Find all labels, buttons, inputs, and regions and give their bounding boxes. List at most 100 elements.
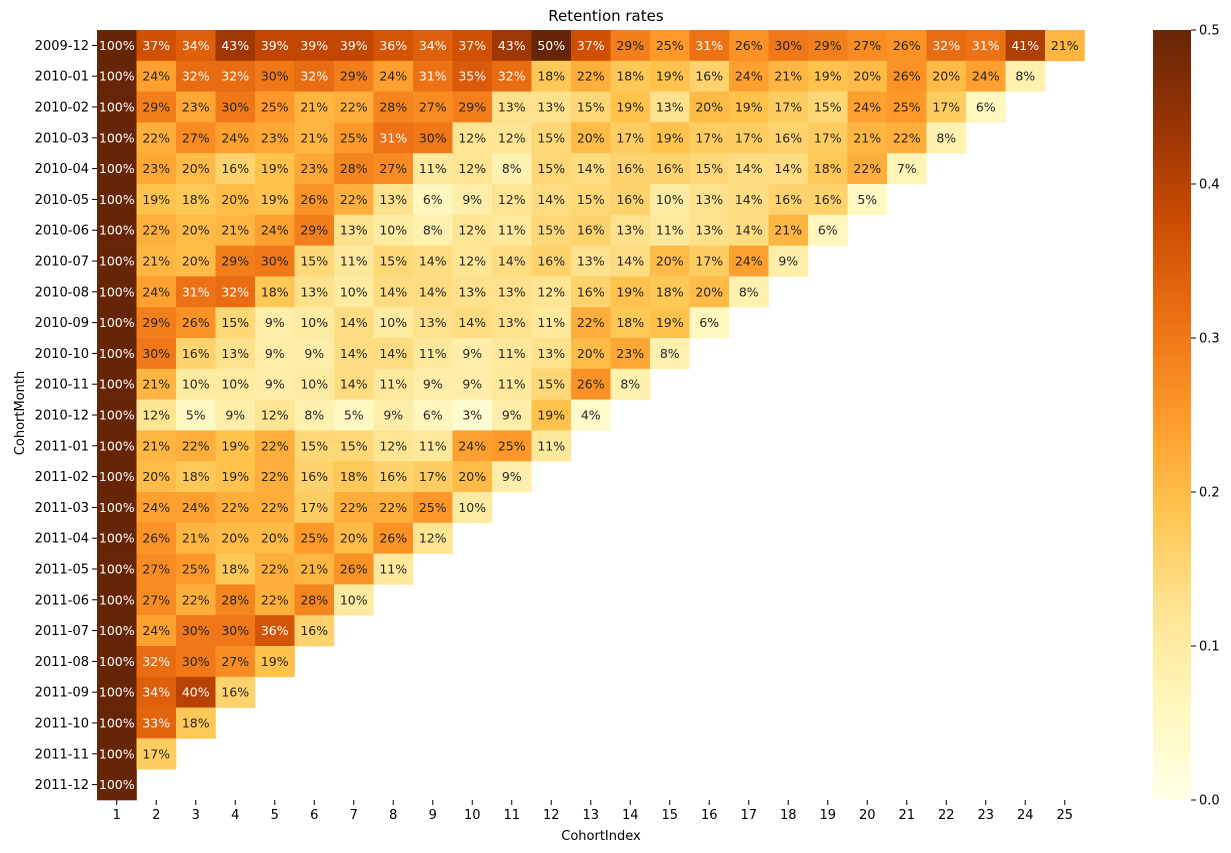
cell-label: 14% — [616, 254, 644, 269]
cell-label: 20% — [182, 254, 210, 269]
cell-label: 11% — [419, 438, 447, 453]
cell-label: 22% — [853, 161, 881, 176]
heatmap-cell — [136, 214, 177, 246]
cell-label: 25% — [893, 100, 921, 115]
y-tick-label: 2011-10 — [35, 717, 89, 732]
heatmap-cell — [97, 122, 137, 154]
cell-label: 19% — [537, 408, 565, 423]
cell-label: 31% — [419, 69, 447, 84]
heatmap-cell — [334, 245, 374, 277]
cell-label: 15% — [577, 100, 605, 115]
heatmap-cell — [650, 214, 690, 246]
cell-label: 13% — [537, 346, 565, 361]
cell-label: 100% — [99, 130, 135, 145]
heatmap-cell — [887, 153, 927, 185]
cell-label: 26% — [379, 531, 407, 546]
cell-label: 25% — [300, 531, 328, 546]
heatmap-cell — [452, 492, 493, 524]
cell-label: 39% — [300, 38, 328, 53]
x-tick-label: 15 — [661, 808, 678, 823]
heatmap-cell — [452, 430, 493, 462]
heatmap-cell — [808, 184, 848, 216]
cell-label: 14% — [735, 192, 763, 207]
heatmap-cell — [492, 245, 532, 277]
cell-label: 15% — [695, 161, 723, 176]
cell-label: 15% — [814, 100, 842, 115]
cell-label: 22% — [261, 592, 289, 607]
cell-label: 5% — [186, 408, 206, 423]
x-tick-label: 1 — [113, 808, 121, 823]
heatmap-cell — [887, 30, 927, 62]
cell-label: 27% — [853, 38, 881, 53]
heatmap-cell — [492, 91, 532, 123]
cell-label: 22% — [577, 315, 605, 330]
cell-label: 13% — [498, 100, 526, 115]
cell-label: 17% — [695, 254, 723, 269]
heatmap-cell — [215, 646, 256, 678]
heatmap-cell — [294, 276, 335, 308]
y-tick-label: 2011-08 — [35, 655, 89, 670]
heatmap-cell — [255, 368, 295, 400]
cell-label: 10% — [340, 284, 368, 299]
cell-label: 15% — [379, 254, 407, 269]
cell-label: 13% — [695, 192, 723, 207]
cell-label: 5% — [857, 192, 877, 207]
heatmap-cell — [729, 30, 769, 62]
cell-label: 14% — [774, 161, 802, 176]
heatmap-cell — [255, 307, 295, 339]
heatmap-cell — [136, 91, 177, 123]
cell-label: 22% — [182, 438, 210, 453]
cell-label: 29% — [221, 254, 249, 269]
heatmap-cell — [452, 245, 493, 277]
cell-label: 30% — [142, 346, 170, 361]
cell-label: 11% — [379, 562, 407, 577]
heatmap-cell — [136, 245, 177, 277]
cell-label: 16% — [814, 192, 842, 207]
cell-label: 22% — [142, 130, 170, 145]
cell-label: 100% — [99, 685, 135, 700]
heatmap-cell — [176, 307, 216, 339]
x-axis-label: CohortIndex — [561, 829, 641, 844]
heatmap-cell — [729, 60, 769, 92]
heatmap-cell — [255, 522, 295, 554]
cell-label: 35% — [458, 69, 486, 84]
y-tick-label: 2011-01 — [35, 439, 89, 454]
heatmap-cell — [176, 122, 216, 154]
cell-label: 40% — [182, 685, 210, 700]
heatmap-cell — [571, 245, 611, 277]
cell-label: 15% — [577, 192, 605, 207]
cell-label: 20% — [853, 69, 881, 84]
heatmap-cell — [413, 30, 453, 62]
heatmap-cell — [373, 461, 414, 493]
heatmap-cell — [492, 60, 532, 92]
heatmap-cell — [176, 615, 216, 647]
heatmap-cell — [452, 122, 493, 154]
heatmap-cell — [176, 184, 216, 216]
cell-label: 27% — [221, 654, 249, 669]
y-tick-label: 2010-12 — [35, 409, 89, 424]
heatmap-cell — [413, 492, 453, 524]
cell-label: 16% — [221, 685, 249, 700]
cell-label: 17% — [616, 130, 644, 145]
cell-label: 100% — [99, 254, 135, 269]
cell-label: 29% — [340, 69, 368, 84]
heatmap-cell — [413, 276, 453, 308]
cell-label: 20% — [182, 223, 210, 238]
heatmap-cell — [808, 122, 848, 154]
heatmap-cell — [97, 399, 137, 431]
heatmap-cell — [571, 307, 611, 339]
cell-label: 26% — [300, 192, 328, 207]
cell-label: 21% — [142, 438, 170, 453]
heatmap-cell — [452, 276, 493, 308]
heatmap-cell — [768, 91, 809, 123]
heatmap-cell — [334, 399, 374, 431]
heatmap-cell — [413, 399, 453, 431]
cell-label: 14% — [379, 346, 407, 361]
cell-label: 22% — [221, 500, 249, 515]
heatmap-cell — [531, 276, 572, 308]
cell-label: 15% — [537, 223, 565, 238]
heatmap-cell — [650, 307, 690, 339]
cell-label: 21% — [142, 254, 170, 269]
cell-label: 19% — [656, 315, 684, 330]
y-tick-label: 2010-07 — [35, 255, 89, 270]
